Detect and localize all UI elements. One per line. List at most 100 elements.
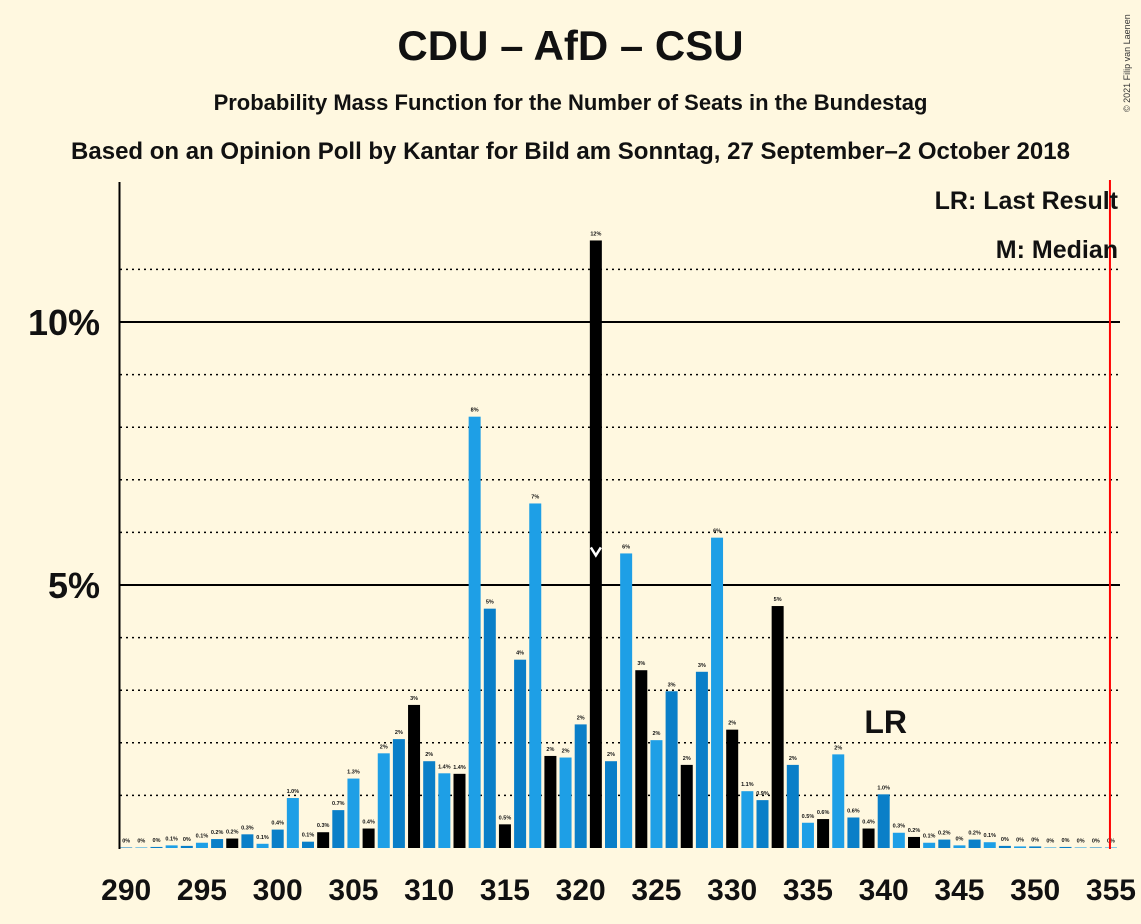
y-tick-label: 10% (28, 302, 100, 343)
bar-labels: 0% 0% 0% 0.1% 0%0.1%0.2% 0.2%0.3%0.1%0.4%1.0%… (122, 231, 1115, 844)
bar-seat-324 (635, 670, 648, 848)
bar-seat-325 (650, 740, 663, 848)
bar-seat-352 (1059, 846, 1072, 848)
bar-label-seat-326: 3% (668, 682, 676, 688)
y-tick-label: 5% (48, 565, 100, 606)
bar-label-seat-345: 0% (955, 836, 963, 842)
bar-label-seat-296: 0.2% (211, 830, 224, 836)
bar-seat-305 (347, 778, 360, 848)
x-tick-label: 320 (556, 874, 606, 907)
bar-seat-317 (529, 503, 542, 848)
bar-seat-296 (211, 839, 224, 848)
bar-seat-354 (1089, 847, 1102, 848)
bar-seat-298 (241, 834, 254, 848)
bar-seat-314 (483, 608, 496, 848)
bar-seat-349 (1014, 846, 1027, 848)
bar-seat-333 (771, 606, 784, 848)
x-tick-label: 315 (480, 874, 530, 907)
bar-label-seat-291: 0% (137, 838, 145, 844)
bar-label-seat-323: 6% (622, 544, 630, 550)
bar-seat-316 (514, 659, 527, 848)
bar-label-seat-338: 0.6% (847, 808, 860, 814)
bar-seat-310 (423, 761, 436, 848)
bar-label-seat-290: 0% (122, 838, 130, 844)
x-tick-label: 300 (253, 874, 303, 907)
bar-label-seat-318: 2% (546, 747, 554, 753)
x-tick-label: 340 (859, 874, 909, 907)
bar-label-seat-319: 2% (562, 749, 570, 755)
bar-seat-308 (392, 739, 405, 848)
chart-subtitle: Probability Mass Function for the Number… (213, 90, 928, 115)
chart-title: CDU – AfD – CSU (397, 22, 744, 69)
y-tick-labels: 5% 10% (28, 302, 100, 606)
bar-seat-300 (271, 829, 284, 848)
bar-seat-342 (908, 836, 920, 848)
bar-label-seat-327: 2% (683, 756, 691, 762)
x-tick-label: 345 (934, 874, 984, 907)
bar-seat-290 (120, 847, 133, 848)
bar-label-seat-301: 1.0% (287, 789, 300, 795)
bar-label-seat-300: 0.4% (271, 821, 284, 827)
bar-seat-335 (801, 822, 814, 848)
bar-label-seat-307: 2% (380, 744, 388, 750)
median-marker (589, 546, 602, 558)
bar-label-seat-297: 0.2% (226, 830, 239, 836)
bar-label-seat-316: 4% (516, 651, 524, 657)
bar-seat-291 (135, 847, 148, 848)
bar-label-seat-334: 2% (789, 756, 797, 762)
bar-seat-327 (680, 764, 693, 848)
bar-seat-306 (362, 828, 375, 848)
bar-seat-322 (605, 761, 617, 848)
bar-seat-331 (741, 791, 754, 848)
bar-label-seat-328: 3% (698, 663, 706, 669)
bar-label-seat-349: 0% (1016, 837, 1024, 843)
x-tick-label: 310 (404, 874, 454, 907)
bar-seat-341 (892, 832, 905, 848)
bar-label-seat-321: 12% (590, 231, 601, 237)
chart-source-line: Based on an Opinion Poll by Kantar for B… (71, 138, 1070, 165)
bar-seat-299 (256, 843, 269, 848)
bar-label-seat-315: 0.5% (499, 815, 512, 821)
bar-label-seat-312: 1.4% (453, 765, 466, 771)
x-tick-label: 290 (101, 874, 151, 907)
bar-seat-329 (711, 537, 724, 848)
bar-label-seat-341: 0.3% (893, 824, 906, 830)
bar-label-seat-354: 0% (1092, 838, 1100, 844)
bar-seat-347 (983, 842, 996, 848)
bar-label-seat-317: 7% (531, 494, 539, 500)
bar-seat-348 (998, 845, 1011, 848)
x-tick-label: 330 (707, 874, 757, 907)
bar-label-seat-339: 0.4% (862, 820, 875, 826)
bar-label-seat-313: 8% (471, 408, 479, 414)
bar-seat-301 (286, 798, 299, 848)
bar-seat-338 (847, 817, 860, 848)
bar-label-seat-346: 0.2% (968, 831, 981, 837)
bar-label-seat-293: 0.1% (165, 836, 178, 842)
bar-label-seat-314: 5% (486, 600, 494, 606)
bar-seat-307 (377, 753, 390, 848)
bar-label-seat-335: 0.5% (802, 814, 815, 820)
x-tick-label: 295 (177, 874, 227, 907)
bar-seat-311 (438, 773, 451, 848)
bar-seat-319 (559, 757, 572, 848)
bar-seat-343 (923, 842, 936, 848)
bar-label-seat-305: 1.3% (347, 770, 360, 776)
legend-last-result: LR: Last Result (935, 187, 1119, 215)
bar-seat-344 (938, 839, 951, 848)
bar-label-seat-299: 0.1% (256, 835, 269, 841)
bar-seat-330 (726, 729, 739, 848)
bar-label-seat-342: 0.2% (908, 828, 921, 834)
bar-seat-321 (589, 240, 602, 849)
bar-label-seat-310: 2% (425, 752, 433, 758)
bar-label-seat-352: 0% (1062, 838, 1070, 844)
bar-label-seat-347: 0.1% (983, 833, 996, 839)
bar-seat-318 (544, 755, 557, 848)
x-tick-label: 325 (631, 874, 681, 907)
bar-seat-309 (408, 704, 421, 848)
bar-label-seat-329: 6% (713, 529, 721, 535)
bar-seat-350 (1029, 846, 1042, 848)
bar-label-seat-340: 1.0% (877, 785, 890, 791)
bar-seat-294 (180, 845, 193, 848)
bar-seat-332 (756, 800, 769, 848)
bar-seat-323 (620, 553, 633, 848)
